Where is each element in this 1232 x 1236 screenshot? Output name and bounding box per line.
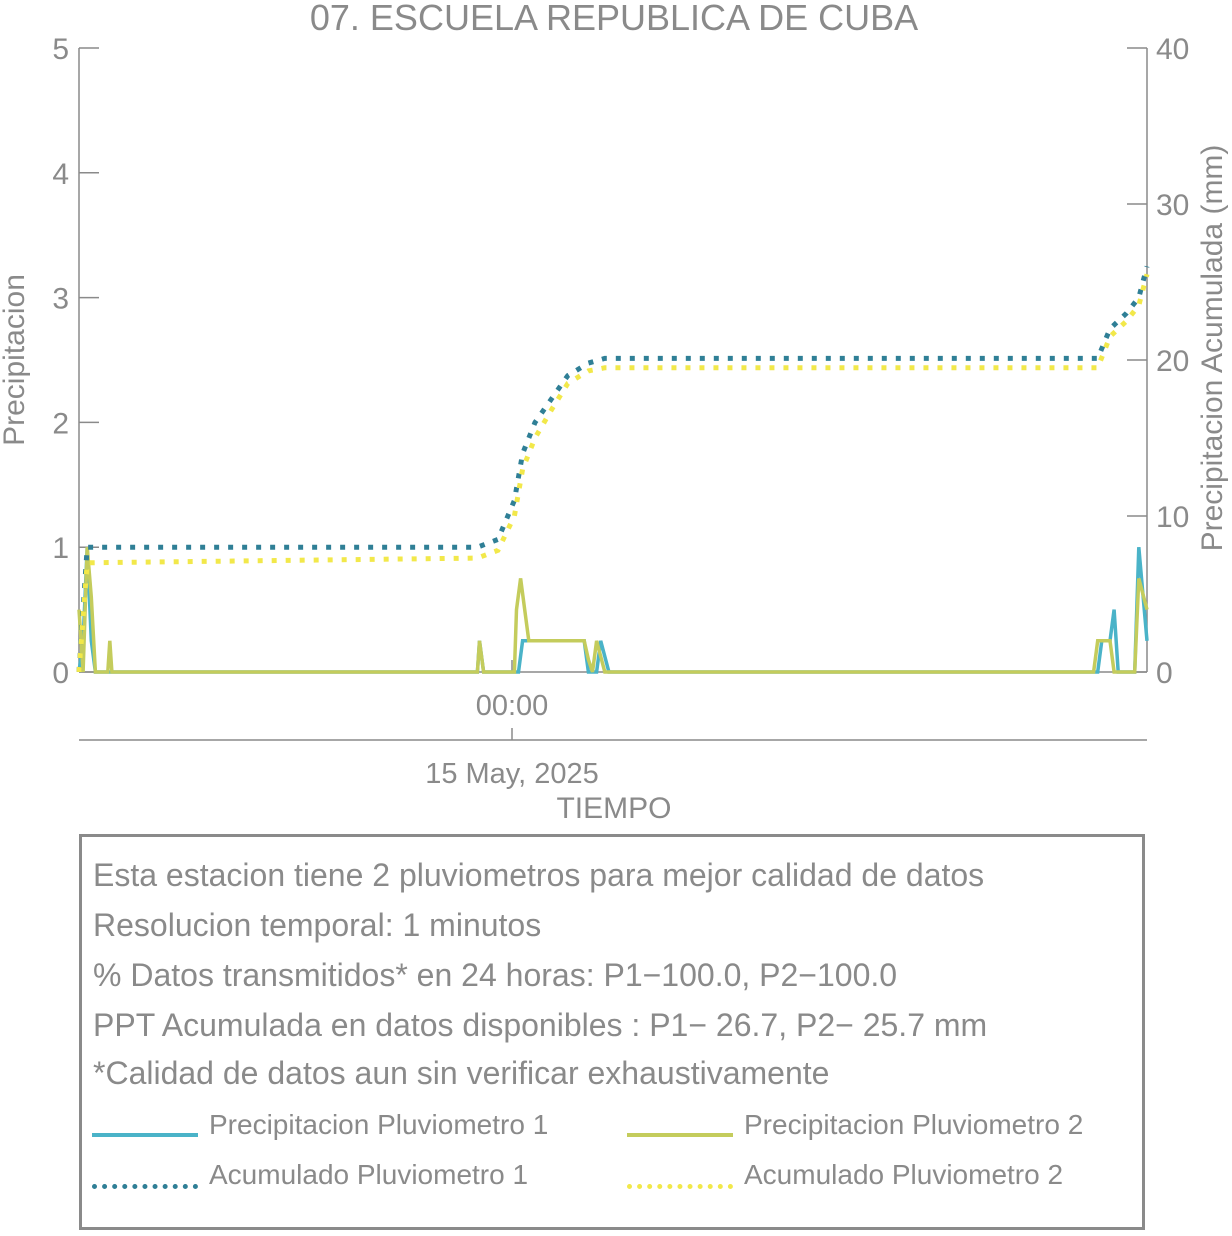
series-layer (76, 265, 1150, 674)
info-box: Esta estacion tiene 2 pluviometros para … (79, 834, 1145, 1230)
x-axis-label: TIEMPO (556, 792, 671, 825)
info-line: Resolucion temporal: 1 minutos (93, 907, 542, 943)
series-line-3 (76, 265, 1150, 673)
right-tick-label: 0 (1156, 657, 1173, 690)
series-line-1 (77, 547, 1149, 674)
right-tick-label: 30 (1156, 189, 1189, 222)
left-tick-label: 4 (52, 158, 69, 191)
left-axis-ticks: 0 1 2 3 4 5 (52, 33, 99, 690)
x-tick-label: 00:00 (476, 690, 549, 722)
y-axis-label-right: Precipitacion Acumulada (mm) (1196, 145, 1229, 552)
right-tick-label: 10 (1156, 501, 1189, 534)
series-line-4 (76, 273, 1150, 673)
x-date-label: 15 May, 2025 (425, 758, 599, 790)
right-tick-label: 20 (1156, 345, 1189, 378)
legend-swatch-accum-2 (627, 1184, 733, 1189)
right-tick-label: 40 (1156, 33, 1189, 66)
y-axis-label-left: Precipitacion (0, 274, 31, 446)
legend-swatch-precip-1 (92, 1133, 198, 1137)
left-tick-label: 2 (52, 407, 69, 440)
info-line: *Calidad de datos aun sin verificar exha… (93, 1055, 830, 1091)
legend-label-precip-2: Precipitacion Pluviometro 2 (744, 1109, 1084, 1140)
right-axis-ticks: 0 10 20 30 40 (1127, 33, 1189, 690)
info-line: PPT Acumulada en datos disponibles : P1−… (93, 1007, 988, 1043)
left-tick-label: 1 (52, 532, 69, 565)
legend-label-precip-1: Precipitacion Pluviometro 1 (209, 1109, 549, 1140)
legend-label-accum-1: Acumulado Pluviometro 1 (209, 1159, 529, 1190)
left-tick-label: 0 (52, 657, 69, 690)
left-tick-label: 3 (52, 283, 69, 316)
legend-label-accum-2: Acumulado Pluviometro 2 (744, 1159, 1064, 1190)
legend-swatch-accum-1 (92, 1184, 198, 1189)
series-line-2 (77, 547, 1149, 674)
chart-title: 07. ESCUELA REPUBLICA DE CUBA (310, 0, 918, 38)
chart-area: 07. ESCUELA REPUBLICA DE CUBA 0 1 2 3 4 5 Pre… (0, 0, 1229, 825)
left-tick-label: 5 (52, 33, 69, 66)
info-line: Esta estacion tiene 2 pluviometros para … (93, 857, 985, 893)
legend-swatch-precip-2 (627, 1133, 733, 1137)
info-line: % Datos transmitidos* en 24 horas: P1−10… (93, 957, 898, 993)
